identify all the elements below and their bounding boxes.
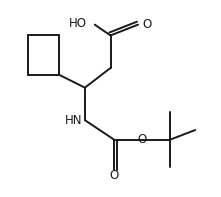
Text: O: O xyxy=(110,169,119,182)
Text: O: O xyxy=(143,18,152,31)
Text: HO: HO xyxy=(69,17,87,30)
Text: O: O xyxy=(138,133,147,146)
Text: HN: HN xyxy=(65,114,82,127)
